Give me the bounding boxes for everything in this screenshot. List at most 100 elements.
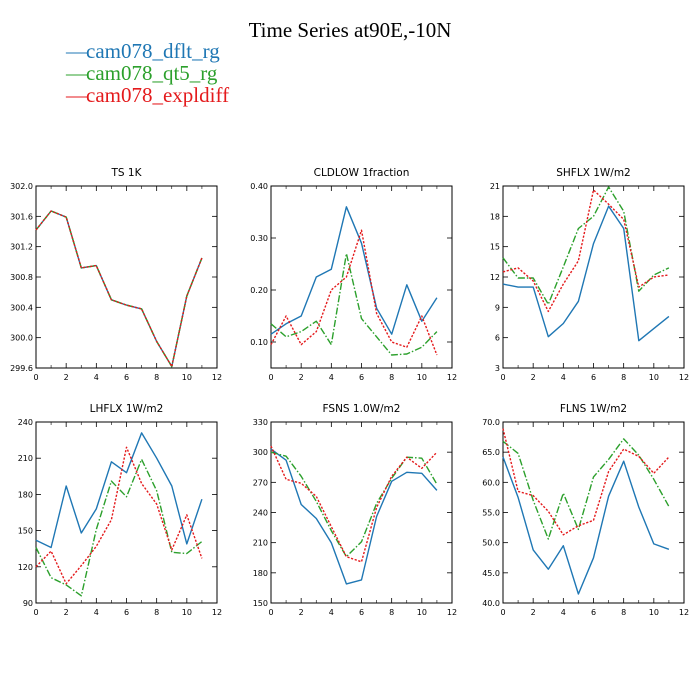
y-tick-label: 150 (253, 599, 268, 608)
x-tick-label: 6 (359, 608, 364, 617)
y-tick-label: 50.0 (482, 539, 500, 548)
page-title: Time Series at90E,-10N (248, 18, 452, 42)
y-tick-label: 12 (490, 273, 500, 282)
x-tick-label: 8 (389, 373, 394, 382)
y-tick-label: 330 (253, 418, 268, 427)
y-tick-label: 60.0 (482, 478, 500, 487)
x-tick-label: 6 (591, 608, 596, 617)
x-tick-label: 0 (33, 373, 38, 382)
y-tick-label: 70.0 (482, 418, 500, 427)
y-tick-label: 301.6 (10, 212, 33, 221)
legend-item-qt5: —cam078_qt5_rg (66, 62, 229, 84)
series-line-2 (35, 210, 203, 368)
y-tick-label: 55.0 (482, 509, 500, 518)
x-tick-label: 6 (124, 373, 129, 382)
y-tick-label: 15 (490, 243, 500, 252)
plot-frame (502, 421, 685, 604)
y-tick-label: 210 (18, 454, 33, 463)
y-tick-label: 299.6 (10, 364, 33, 373)
x-tick-label: 12 (212, 608, 222, 617)
series-line-0 (270, 448, 438, 585)
y-tick-label: 180 (18, 490, 33, 499)
y-tick-label: 180 (253, 569, 268, 578)
x-tick-label: 6 (124, 608, 129, 617)
legend-label: cam078_dflt_rg (86, 39, 220, 63)
x-tick-label: 2 (64, 373, 69, 382)
x-tick-label: 4 (329, 373, 334, 382)
chart-title: LHFLX 1W/m2 (90, 403, 164, 415)
legend-label: cam078_qt5_rg (86, 61, 218, 85)
y-tick-label: 240 (18, 418, 33, 427)
x-tick-label: 2 (64, 608, 69, 617)
x-tick-label: 10 (417, 373, 427, 382)
chart-panel-1: CLDLOW 1fraction 0 2 4 6 8 10 12 0.10 0.20 0.30 0.4… (250, 167, 457, 382)
y-tick-label: 0.40 (250, 182, 268, 191)
series-line-1 (35, 458, 203, 597)
y-tick-label: 301.2 (10, 243, 33, 252)
y-tick-label: 65.0 (482, 448, 500, 457)
x-tick-label: 8 (389, 608, 394, 617)
x-tick-label: 8 (154, 608, 159, 617)
chart-panel-0: TS 1K 0 2 4 6 8 10 12 299.6 300.0 300.4 300.8 301.2 3… (10, 167, 222, 382)
x-tick-label: 4 (329, 608, 334, 617)
legend-item-expldiff: —cam078_expldiff (66, 84, 229, 106)
x-tick-label: 6 (591, 373, 596, 382)
chart-title: CLDLOW 1fraction (314, 167, 410, 179)
x-tick-label: 12 (447, 608, 457, 617)
legend: —cam078_dflt_rg —cam078_qt5_rg —cam078_e… (66, 40, 229, 106)
series-line-0 (270, 206, 438, 335)
x-tick-label: 2 (299, 373, 304, 382)
x-tick-label: 0 (268, 608, 273, 617)
plot-frame (35, 421, 218, 604)
x-tick-label: 2 (299, 608, 304, 617)
x-tick-label: 10 (649, 608, 659, 617)
chart-title: FSNS 1.0W/m2 (323, 403, 401, 415)
x-tick-label: 8 (621, 373, 626, 382)
y-tick-label: 302.0 (10, 182, 33, 191)
plot-frame (270, 185, 453, 369)
y-tick-label: 300.8 (10, 273, 33, 282)
y-tick-label: 18 (490, 212, 500, 221)
x-tick-label: 2 (531, 608, 536, 617)
series-line-1 (270, 252, 438, 356)
x-tick-label: 4 (561, 373, 566, 382)
legend-item-dflt: —cam078_dflt_rg (66, 40, 229, 62)
y-tick-label: 300 (253, 448, 268, 457)
x-tick-label: 10 (649, 373, 659, 382)
x-tick-label: 8 (621, 608, 626, 617)
x-tick-label: 0 (33, 608, 38, 617)
series-line-2 (502, 189, 669, 313)
y-tick-label: 0.20 (250, 286, 268, 295)
y-tick-label: 270 (253, 478, 268, 487)
x-tick-label: 12 (679, 608, 689, 617)
y-tick-label: 3 (495, 364, 500, 373)
plot-frame (502, 185, 685, 369)
chart-title: SHFLX 1W/m2 (556, 167, 631, 179)
series-line-1 (270, 451, 438, 558)
series-line-0 (502, 456, 670, 595)
y-tick-label: 210 (253, 539, 268, 548)
y-tick-label: 40.0 (482, 599, 500, 608)
x-tick-label: 12 (447, 373, 457, 382)
y-tick-label: 6 (495, 334, 500, 343)
x-tick-label: 10 (417, 608, 427, 617)
series-line-2 (502, 428, 670, 536)
chart-title: FLNS 1W/m2 (560, 403, 627, 415)
series-line-2 (270, 229, 438, 356)
x-tick-label: 4 (561, 608, 566, 617)
plot-frame (35, 185, 218, 369)
series-line-1 (502, 438, 670, 540)
y-tick-label: 240 (253, 509, 268, 518)
x-tick-label: 2 (531, 373, 536, 382)
x-tick-label: 8 (154, 373, 159, 382)
chart-panel-3: LHFLX 1W/m2 0 2 4 6 8 10 12 90 120 150 180 210 240 (18, 403, 222, 617)
series-line-2 (270, 445, 438, 563)
x-tick-label: 0 (500, 608, 505, 617)
x-tick-label: 0 (268, 373, 273, 382)
x-tick-label: 10 (182, 608, 192, 617)
x-tick-label: 0 (500, 373, 505, 382)
chart-title: TS 1K (111, 167, 143, 179)
y-tick-label: 300.0 (10, 334, 33, 343)
y-tick-label: 45.0 (482, 569, 500, 578)
